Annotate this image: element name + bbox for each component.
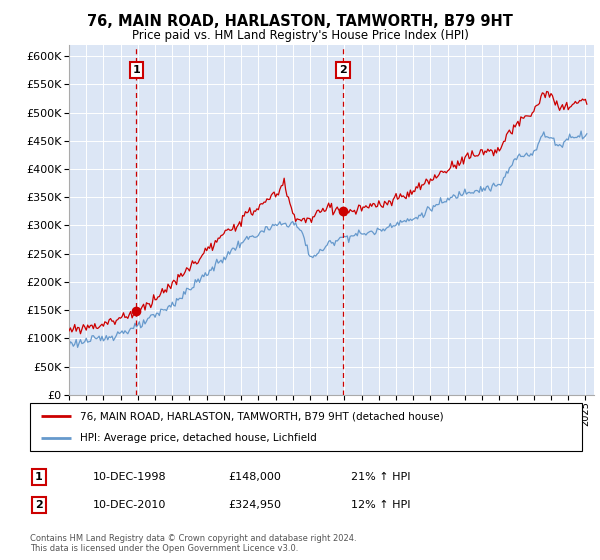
Text: Contains HM Land Registry data © Crown copyright and database right 2024.
This d: Contains HM Land Registry data © Crown c…	[30, 534, 356, 553]
Text: 12% ↑ HPI: 12% ↑ HPI	[351, 500, 410, 510]
Text: 76, MAIN ROAD, HARLASTON, TAMWORTH, B79 9HT (detached house): 76, MAIN ROAD, HARLASTON, TAMWORTH, B79 …	[80, 411, 443, 421]
Text: 2: 2	[339, 65, 347, 75]
Text: 10-DEC-2010: 10-DEC-2010	[93, 500, 166, 510]
Text: 21% ↑ HPI: 21% ↑ HPI	[351, 472, 410, 482]
Text: 76, MAIN ROAD, HARLASTON, TAMWORTH, B79 9HT: 76, MAIN ROAD, HARLASTON, TAMWORTH, B79 …	[87, 14, 513, 29]
Text: £148,000: £148,000	[228, 472, 281, 482]
Text: 1: 1	[35, 472, 43, 482]
Text: HPI: Average price, detached house, Lichfield: HPI: Average price, detached house, Lich…	[80, 433, 316, 443]
Text: Price paid vs. HM Land Registry's House Price Index (HPI): Price paid vs. HM Land Registry's House …	[131, 29, 469, 42]
Text: 2: 2	[35, 500, 43, 510]
Text: £324,950: £324,950	[228, 500, 281, 510]
Text: 1: 1	[133, 65, 140, 75]
Text: 10-DEC-1998: 10-DEC-1998	[93, 472, 167, 482]
FancyBboxPatch shape	[30, 403, 582, 451]
